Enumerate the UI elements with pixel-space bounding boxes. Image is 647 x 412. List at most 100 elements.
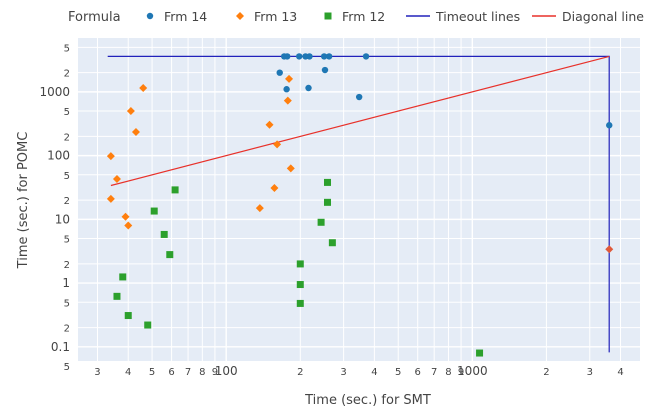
x-tick-label: 7 xyxy=(185,367,191,378)
y-tick-labels: 5 0.1 2 5 1 2 5 10 2 5 100 2 5 1000 2 5 xyxy=(39,43,70,373)
diagonal-line xyxy=(110,55,610,187)
frm-14-point xyxy=(296,53,303,60)
frm-12-point xyxy=(144,321,152,329)
y-tick-label: 5 xyxy=(64,107,70,118)
y-tick-label: 2 xyxy=(64,196,70,207)
frm-14-point xyxy=(283,86,290,93)
x-tick-label: 3 xyxy=(94,367,100,378)
y-tick-label: 1000 xyxy=(39,85,70,99)
x-tick-label: 6 xyxy=(415,367,421,378)
frm-13-point xyxy=(270,184,279,193)
frm-12-point xyxy=(324,178,332,186)
frm-12-point xyxy=(296,299,304,307)
legend-label: Frm 14 xyxy=(164,9,207,24)
frm-14-point xyxy=(305,84,312,92)
x-tick-label: 5 xyxy=(149,367,155,378)
frm-12-point xyxy=(113,292,121,300)
frm-13-point xyxy=(255,204,264,213)
legend-title: Formula xyxy=(68,10,121,25)
frm-12-point xyxy=(476,349,484,357)
y-tick-label: 2 xyxy=(64,132,70,143)
y-tick-label: 5 xyxy=(64,43,70,54)
y-tick-label: 5 xyxy=(64,298,70,309)
legend-label: Frm 12 xyxy=(342,9,385,24)
legend-marker-frm-12 xyxy=(324,12,332,20)
frm-12-point xyxy=(160,230,168,238)
frm-13-point xyxy=(124,221,133,230)
x-tick-label: 6 xyxy=(168,367,174,378)
legend-label: Frm 13 xyxy=(254,9,297,24)
plot-area xyxy=(78,38,640,361)
x-tick-label: 2 xyxy=(543,367,549,378)
frm-13-point xyxy=(126,107,135,116)
frm-13-point xyxy=(139,84,148,93)
frm-12-point xyxy=(166,251,174,259)
frm-12-point xyxy=(324,198,332,206)
y-tick-label: 5 xyxy=(64,362,70,373)
frm-13-point xyxy=(285,74,294,83)
frm-13-point xyxy=(121,212,130,221)
frm-12-point xyxy=(317,218,325,226)
frm-13-point xyxy=(106,194,115,203)
frm-12-point xyxy=(150,207,158,215)
frm-14-point xyxy=(362,53,370,60)
frm-14-point xyxy=(276,69,283,76)
highlight-point xyxy=(605,245,614,254)
y-axis-title: Time (sec.) for POMC xyxy=(16,132,31,270)
y-tick-label: 100 xyxy=(47,149,70,163)
frm-14-point xyxy=(306,53,313,60)
frm-13-point xyxy=(112,174,121,183)
frm-13-point xyxy=(265,120,274,129)
x-tick-label: 9 xyxy=(212,367,218,378)
reference-lines xyxy=(107,55,610,353)
legend: Formula Frm 14 Frm 13 Frm 12 Timeout lines D… xyxy=(68,9,644,25)
frm-14-point xyxy=(321,66,329,74)
x-tick-label: 8 xyxy=(445,367,451,378)
legend-label: Timeout lines xyxy=(435,9,520,24)
y-tick-label: 2 xyxy=(64,324,70,335)
x-tick-label: 100 xyxy=(215,364,238,378)
frm-12-point xyxy=(124,312,132,320)
frm-14-point xyxy=(606,122,613,129)
x-tick-label: 3 xyxy=(587,367,593,378)
legend-marker-frm-13 xyxy=(236,12,244,20)
frm-14-point xyxy=(355,93,363,101)
frm-13-point xyxy=(106,152,115,161)
frm-14-point xyxy=(284,53,291,60)
legend-marker-frm-14 xyxy=(146,12,154,20)
frm-12-point xyxy=(296,281,304,289)
y-tick-label: 5 xyxy=(64,171,70,182)
frm-13-point xyxy=(286,164,295,173)
y-tick-label: 10 xyxy=(55,212,70,226)
x-tick-label: 4 xyxy=(617,367,623,378)
frm-12-point xyxy=(171,186,179,194)
x-axis-title: Time (sec.) for SMT xyxy=(304,393,431,408)
frm-14-point xyxy=(325,53,333,60)
frm-14-point xyxy=(320,53,328,60)
y-tick-label: 5 xyxy=(64,235,70,246)
x-tick-label: 8 xyxy=(199,367,205,378)
frm-13-point xyxy=(131,127,140,136)
y-tick-label: 0.1 xyxy=(51,340,70,354)
legend-label: Diagonal line xyxy=(562,9,644,24)
x-tick-label: 1000 xyxy=(457,364,488,378)
frm-13-point xyxy=(273,140,282,149)
grid xyxy=(78,38,640,361)
frm-12-point xyxy=(328,239,336,247)
x-tick-label: 3 xyxy=(340,367,346,378)
frm-12-point xyxy=(296,260,304,268)
y-tick-label: 2 xyxy=(64,69,70,80)
x-tick-label: 7 xyxy=(431,367,437,378)
x-tick-label: 5 xyxy=(395,367,401,378)
y-tick-label: 2 xyxy=(64,260,70,271)
y-tick-label: 1 xyxy=(62,276,70,290)
x-tick-label: 9 xyxy=(458,367,464,378)
x-tick-label: 4 xyxy=(371,367,377,378)
x-tick-label: 4 xyxy=(125,367,131,378)
frm-12-point xyxy=(119,273,127,281)
data-points xyxy=(106,53,614,357)
x-tick-label: 2 xyxy=(297,367,303,378)
frm-13-point xyxy=(283,96,292,105)
